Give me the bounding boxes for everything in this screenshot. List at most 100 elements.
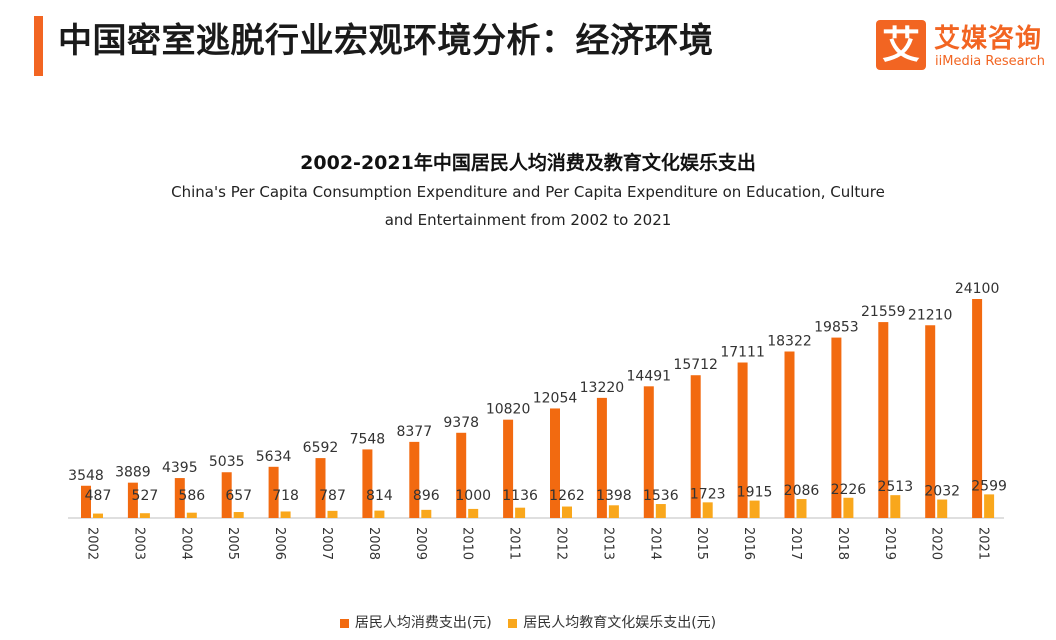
data-label-education-2021: 2599 xyxy=(971,478,1007,494)
data-label-education-2011: 1136 xyxy=(502,488,538,504)
legend-item-education: 居民人均教育文化娱乐支出(元) xyxy=(508,612,716,632)
bar-consumption-2006 xyxy=(268,466,279,518)
data-label-education-2004: 586 xyxy=(178,488,205,504)
x-tick-label-2016: 2016 xyxy=(741,527,756,560)
data-label-education-2019: 2513 xyxy=(877,479,913,495)
data-label-consumption-2012: 12054 xyxy=(533,390,578,406)
bar-consumption-2011 xyxy=(503,419,514,518)
bar-consumption-2003 xyxy=(127,482,138,518)
data-label-consumption-2007: 6592 xyxy=(303,440,339,456)
title-accent-bar xyxy=(34,16,43,76)
data-label-consumption-2015: 15712 xyxy=(673,357,718,373)
data-label-education-2005: 657 xyxy=(225,488,252,504)
bar-education-2012 xyxy=(562,506,572,518)
data-label-consumption-2014: 14491 xyxy=(627,368,672,384)
data-label-consumption-2016: 17111 xyxy=(720,345,765,361)
x-tick-label-2002: 2002 xyxy=(85,527,100,560)
bar-education-2002 xyxy=(93,513,103,518)
bar-education-2014 xyxy=(655,504,666,518)
bar-education-2005 xyxy=(233,512,244,518)
x-tick-label-2019: 2019 xyxy=(882,527,897,560)
x-tick-label-2020: 2020 xyxy=(929,527,944,560)
data-label-consumption-2021: 24100 xyxy=(955,281,1000,297)
data-label-consumption-2011: 10820 xyxy=(486,402,531,418)
x-tick-label-2004: 2004 xyxy=(178,527,193,560)
data-label-consumption-2005: 5035 xyxy=(209,454,245,470)
x-tick-label-2006: 2006 xyxy=(272,527,287,560)
x-tick-label-2021: 2021 xyxy=(976,527,991,560)
bar-consumption-2014 xyxy=(643,386,654,518)
bar-education-2011 xyxy=(515,507,526,518)
data-label-education-2009: 896 xyxy=(413,488,440,504)
logo-text-cn: 艾媒咨询 xyxy=(934,24,1043,54)
bar-consumption-2012 xyxy=(550,408,560,518)
data-label-education-2013: 1398 xyxy=(596,488,632,504)
data-label-consumption-2010: 9378 xyxy=(443,415,479,431)
data-label-consumption-2008: 7548 xyxy=(350,431,386,447)
data-label-consumption-2006: 5634 xyxy=(256,449,292,465)
bar-consumption-2010 xyxy=(456,432,467,518)
data-label-consumption-2004: 4395 xyxy=(162,460,198,476)
data-label-consumption-2002: 3548 xyxy=(68,468,104,484)
x-tick-label-2015: 2015 xyxy=(694,527,709,560)
bar-education-2013 xyxy=(608,505,619,518)
bar-consumption-2015 xyxy=(690,375,701,518)
x-tick-label-2012: 2012 xyxy=(554,527,569,560)
page-title: 中国密室逃脱行业宏观环境分析：经济环境 xyxy=(58,21,714,61)
bar-education-2017 xyxy=(796,499,807,518)
bar-consumption-2005 xyxy=(221,472,232,518)
data-label-education-2015: 1723 xyxy=(690,486,726,502)
x-tick-label-2010: 2010 xyxy=(460,527,475,560)
data-label-consumption-2018: 19853 xyxy=(814,320,859,336)
data-label-education-2008: 814 xyxy=(366,488,393,504)
bar-consumption-2018 xyxy=(831,337,842,518)
legend-label-education: 居民人均教育文化娱乐支出(元) xyxy=(523,615,717,631)
data-label-consumption-2009: 8377 xyxy=(396,424,432,440)
bar-education-2004 xyxy=(186,512,197,518)
logo: 艾 艾媒咨询 iiMedia Research xyxy=(876,18,1052,74)
data-label-education-2003: 527 xyxy=(132,488,159,504)
bar-consumption-2007 xyxy=(315,458,326,518)
legend-swatch-education xyxy=(508,618,518,628)
legend-swatch-consumption xyxy=(339,618,349,628)
x-tick-label-2013: 2013 xyxy=(600,527,615,560)
x-tick-label-2005: 2005 xyxy=(225,527,240,560)
data-label-consumption-2003: 3889 xyxy=(115,465,151,481)
bar-education-2006 xyxy=(280,511,291,518)
bar-education-2019 xyxy=(890,495,901,518)
bar-education-2008 xyxy=(374,510,385,518)
data-label-education-2016: 1915 xyxy=(737,485,773,501)
chart-legend: 居民人均消费支出(元) 居民人均教育文化娱乐支出(元) xyxy=(0,612,1056,632)
bar-education-2016 xyxy=(749,500,760,518)
bar-education-2010 xyxy=(468,508,479,518)
x-tick-label-2017: 2017 xyxy=(788,527,803,560)
bar-education-2015 xyxy=(702,502,713,518)
x-tick-label-2009: 2009 xyxy=(413,527,428,560)
bar-consumption-2002 xyxy=(81,485,91,518)
data-label-education-2012: 1262 xyxy=(549,488,585,504)
bar-education-2020 xyxy=(937,499,948,518)
data-label-consumption-2017: 18322 xyxy=(767,334,812,350)
x-tick-label-2018: 2018 xyxy=(835,527,850,560)
legend-label-consumption: 居民人均消费支出(元) xyxy=(354,615,492,631)
x-tick-label-2007: 2007 xyxy=(319,527,334,560)
bar-consumption-2008 xyxy=(362,449,373,518)
data-label-education-2007: 787 xyxy=(319,488,346,504)
logo-icon: 艾 xyxy=(876,20,926,70)
data-label-education-2002: 487 xyxy=(85,488,112,504)
bar-consumption-2013 xyxy=(596,397,607,518)
bar-consumption-2021 xyxy=(972,299,983,518)
bar-consumption-2004 xyxy=(174,478,185,518)
bar-education-2009 xyxy=(421,509,432,518)
data-label-education-2020: 2032 xyxy=(924,484,960,500)
bar-education-2021 xyxy=(984,494,995,518)
bar-consumption-2019 xyxy=(878,322,889,518)
data-label-consumption-2019: 21559 xyxy=(861,304,906,320)
data-label-education-2017: 2086 xyxy=(784,483,820,499)
x-tick-label-2003: 2003 xyxy=(131,527,146,560)
bar-consumption-2016 xyxy=(737,362,748,518)
bar-consumption-2020 xyxy=(925,325,936,518)
bar-consumption-2009 xyxy=(409,441,420,518)
data-label-education-2018: 2226 xyxy=(831,482,867,498)
